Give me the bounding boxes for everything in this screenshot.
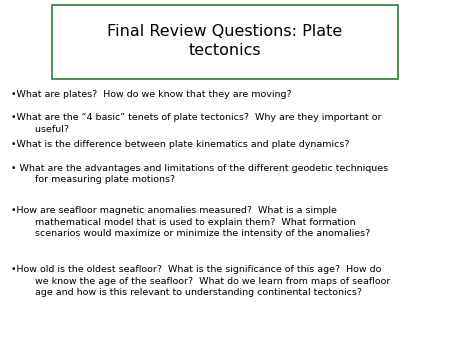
Text: •What are the “4 basic” tenets of plate tectonics?  Why are they important or
  : •What are the “4 basic” tenets of plate … [11,113,382,134]
Text: •How are seafloor magnetic anomalies measured?  What is a simple
        mathema: •How are seafloor magnetic anomalies mea… [11,206,370,238]
FancyBboxPatch shape [52,5,398,79]
Text: •What are plates?  How do we know that they are moving?: •What are plates? How do we know that th… [11,90,292,99]
Text: •How old is the oldest seafloor?  What is the significance of this age?  How do
: •How old is the oldest seafloor? What is… [11,265,391,297]
Text: Final Review Questions: Plate
tectonics: Final Review Questions: Plate tectonics [108,24,342,58]
Text: • What are the advantages and limitations of the different geodetic techniques
 : • What are the advantages and limitation… [11,164,388,185]
Text: •What is the difference between plate kinematics and plate dynamics?: •What is the difference between plate ki… [11,140,350,149]
